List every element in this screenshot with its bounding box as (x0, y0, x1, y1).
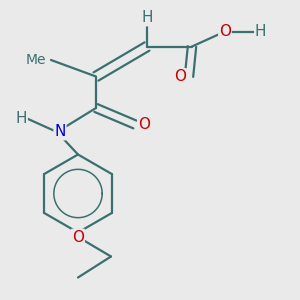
Text: H: H (16, 111, 27, 126)
Text: O: O (138, 117, 150, 132)
Text: H: H (141, 11, 153, 26)
Text: Me: Me (26, 53, 46, 67)
Text: O: O (219, 24, 231, 39)
Text: O: O (72, 230, 84, 244)
Text: O: O (174, 69, 186, 84)
Text: H: H (255, 24, 266, 39)
Text: N: N (54, 124, 66, 140)
